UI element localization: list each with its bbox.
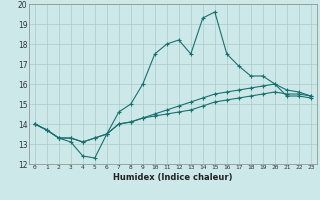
X-axis label: Humidex (Indice chaleur): Humidex (Indice chaleur) — [113, 173, 233, 182]
